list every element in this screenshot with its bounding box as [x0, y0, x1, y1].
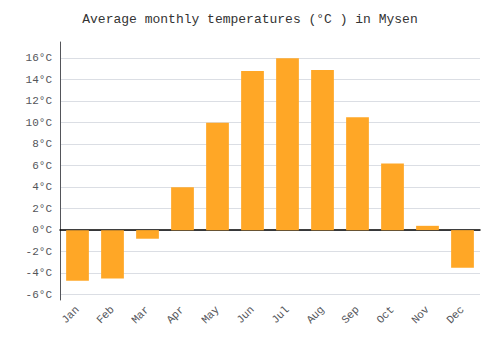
svg-text:Sep: Sep: [339, 304, 361, 326]
svg-text:Jan: Jan: [59, 304, 81, 326]
svg-text:-4°C: -4°C: [26, 267, 53, 279]
svg-text:Oct: Oct: [374, 304, 396, 326]
svg-text:12°C: 12°C: [26, 95, 53, 107]
svg-text:2°C: 2°C: [32, 203, 52, 215]
svg-text:May: May: [199, 303, 222, 326]
svg-text:-6°C: -6°C: [26, 289, 53, 301]
svg-text:8°C: 8°C: [32, 138, 52, 150]
svg-text:6°C: 6°C: [32, 160, 52, 172]
svg-text:4°C: 4°C: [32, 181, 52, 193]
svg-text:Aug: Aug: [304, 304, 326, 326]
svg-text:Feb: Feb: [94, 304, 116, 326]
svg-text:Average monthly temperatures (: Average monthly temperatures (°C ) in My…: [82, 12, 417, 27]
svg-text:-2°C: -2°C: [26, 246, 53, 258]
svg-text:Apr: Apr: [164, 304, 186, 326]
svg-text:Mar: Mar: [129, 304, 151, 326]
svg-text:0°C: 0°C: [32, 224, 52, 236]
svg-text:Nov: Nov: [409, 303, 432, 326]
svg-text:Jul: Jul: [269, 304, 291, 326]
svg-text:16°C: 16°C: [26, 52, 53, 64]
svg-text:14°C: 14°C: [26, 74, 53, 86]
svg-text:Jun: Jun: [234, 304, 256, 326]
svg-text:10°C: 10°C: [26, 117, 53, 129]
svg-text:Dec: Dec: [444, 304, 466, 326]
